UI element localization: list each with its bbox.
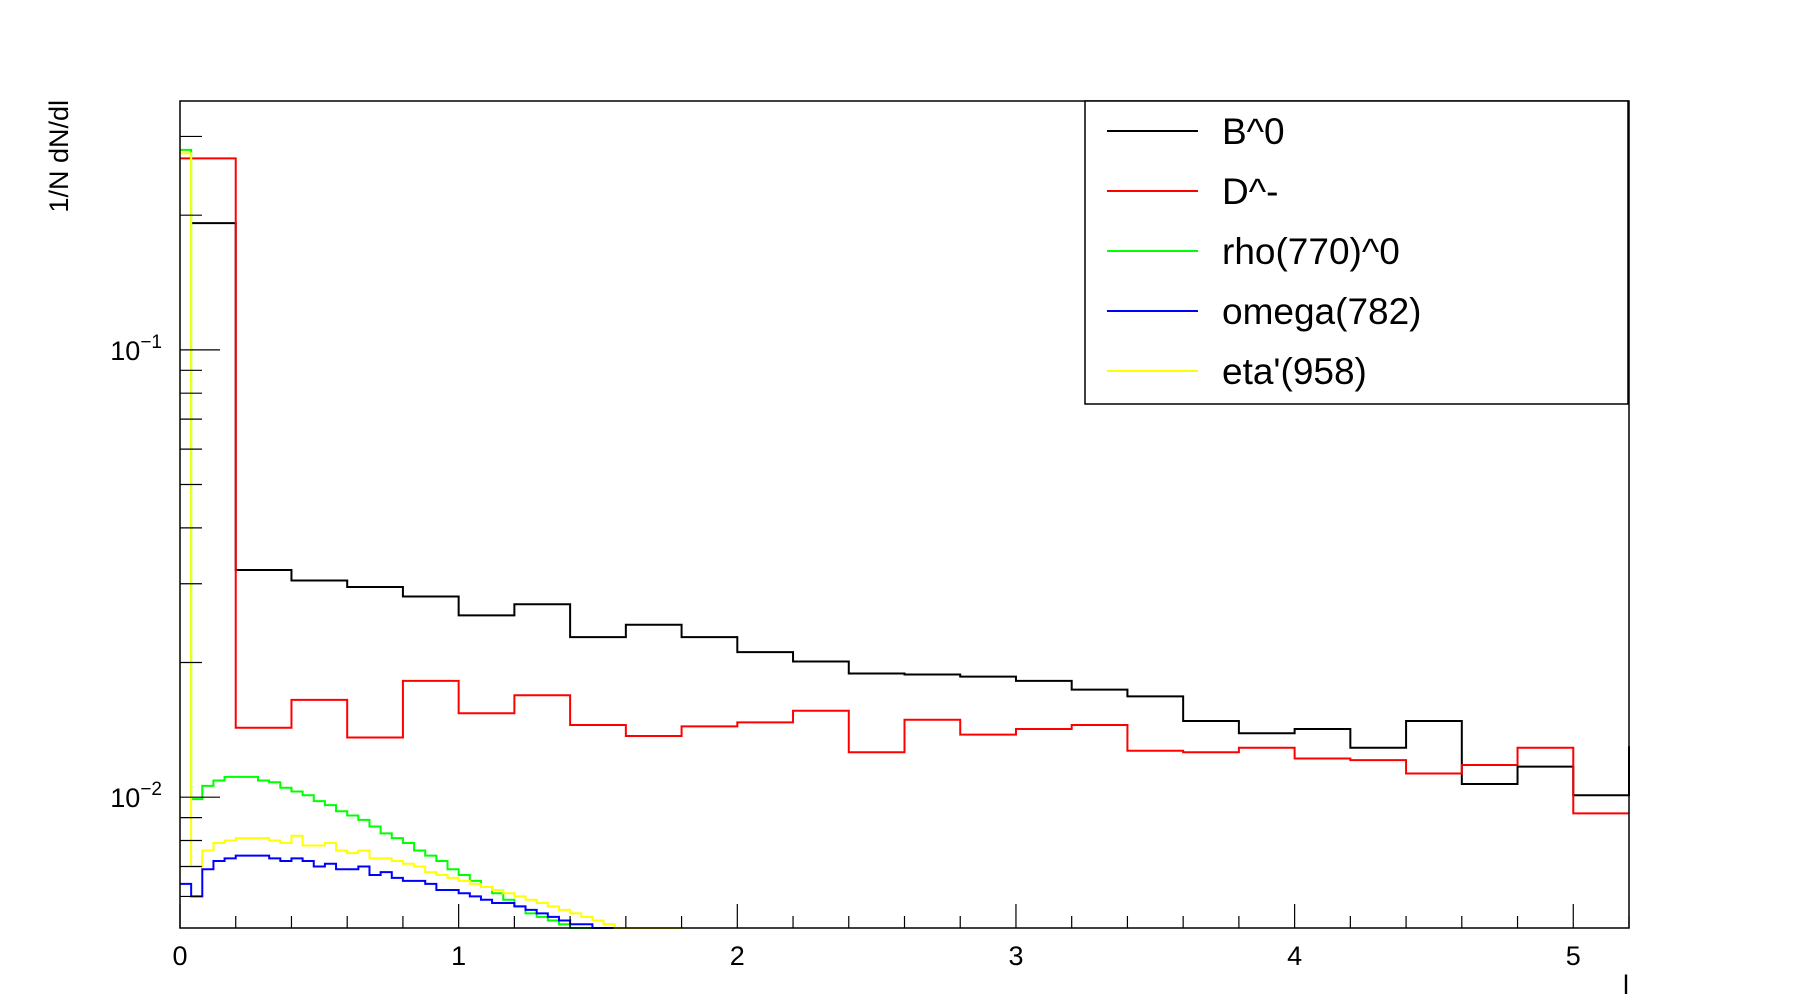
legend-box (1084, 100, 1629, 405)
y-tick-label: 10−2 (110, 779, 162, 813)
axis-layer: 0 1 2 3 4 5 10−2 10−1 (110, 135, 1630, 971)
series-line-4 (180, 152, 682, 929)
x-tick-label: 1 (451, 941, 466, 971)
legend-label: omega(782) (1222, 291, 1422, 332)
legend-label: D^- (1222, 171, 1278, 212)
x-axis-label: l (1623, 970, 1629, 1000)
series-line-1 (180, 157, 1629, 815)
series-layer (180, 148, 1630, 929)
x-tick-label: 3 (1008, 941, 1023, 971)
legend-label: B^0 (1222, 111, 1285, 152)
legend-label: rho(770)^0 (1222, 231, 1400, 272)
legend: B^0 D^- rho(770)^0 omega(782) eta'(958) (1084, 100, 1629, 405)
x-tick-label: 5 (1566, 941, 1581, 971)
x-tick-label: 4 (1287, 941, 1302, 971)
legend-label: eta'(958) (1222, 351, 1367, 392)
y-axis-label: 1/N dN/dl (44, 100, 74, 213)
series-line-3 (180, 854, 637, 929)
x-tick-label: 0 (172, 941, 187, 971)
x-tick-label: 2 (730, 941, 745, 971)
series-line-0 (191, 222, 1630, 797)
y-tick-label: 10−1 (110, 332, 162, 366)
